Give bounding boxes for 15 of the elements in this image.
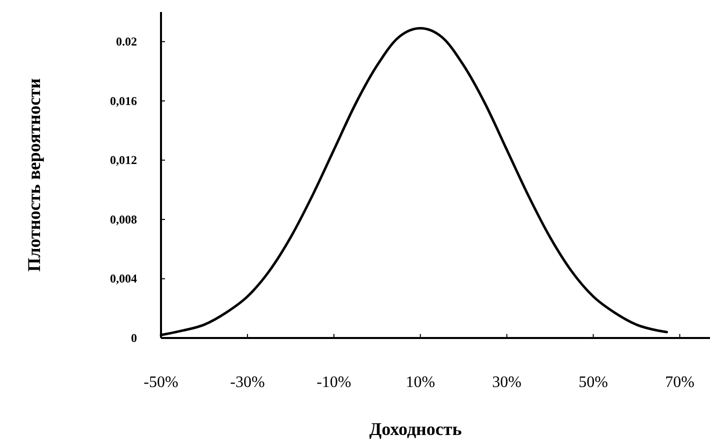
y-tick-label: 0 [131, 331, 137, 345]
y-axis-title: Плотность вероятности [24, 78, 44, 272]
x-tick-label: 30% [492, 374, 522, 391]
x-tick-label: -50% [144, 374, 178, 391]
x-tick-label: 70% [665, 374, 694, 391]
y-tick-label: 0,008 [110, 212, 137, 226]
y-tick-label: 0,016 [110, 94, 137, 108]
y-tick-label: 0.02 [116, 34, 137, 49]
x-tick-label: 50% [578, 374, 608, 391]
y-tick-label: 0,012 [110, 153, 137, 168]
x-tick-label: -10% [316, 374, 352, 391]
x-tick-label: -30% [230, 374, 265, 391]
x-axis-title: Доходность [369, 419, 462, 439]
x-tick-label: 10% [406, 374, 436, 391]
y-tick-label: 0,004 [110, 272, 137, 286]
